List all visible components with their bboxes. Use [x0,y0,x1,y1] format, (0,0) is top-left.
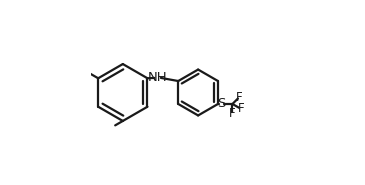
Text: NH: NH [148,71,168,84]
Text: F: F [229,107,236,120]
Text: S: S [218,97,226,110]
Text: F: F [236,91,242,104]
Text: F: F [237,102,244,115]
